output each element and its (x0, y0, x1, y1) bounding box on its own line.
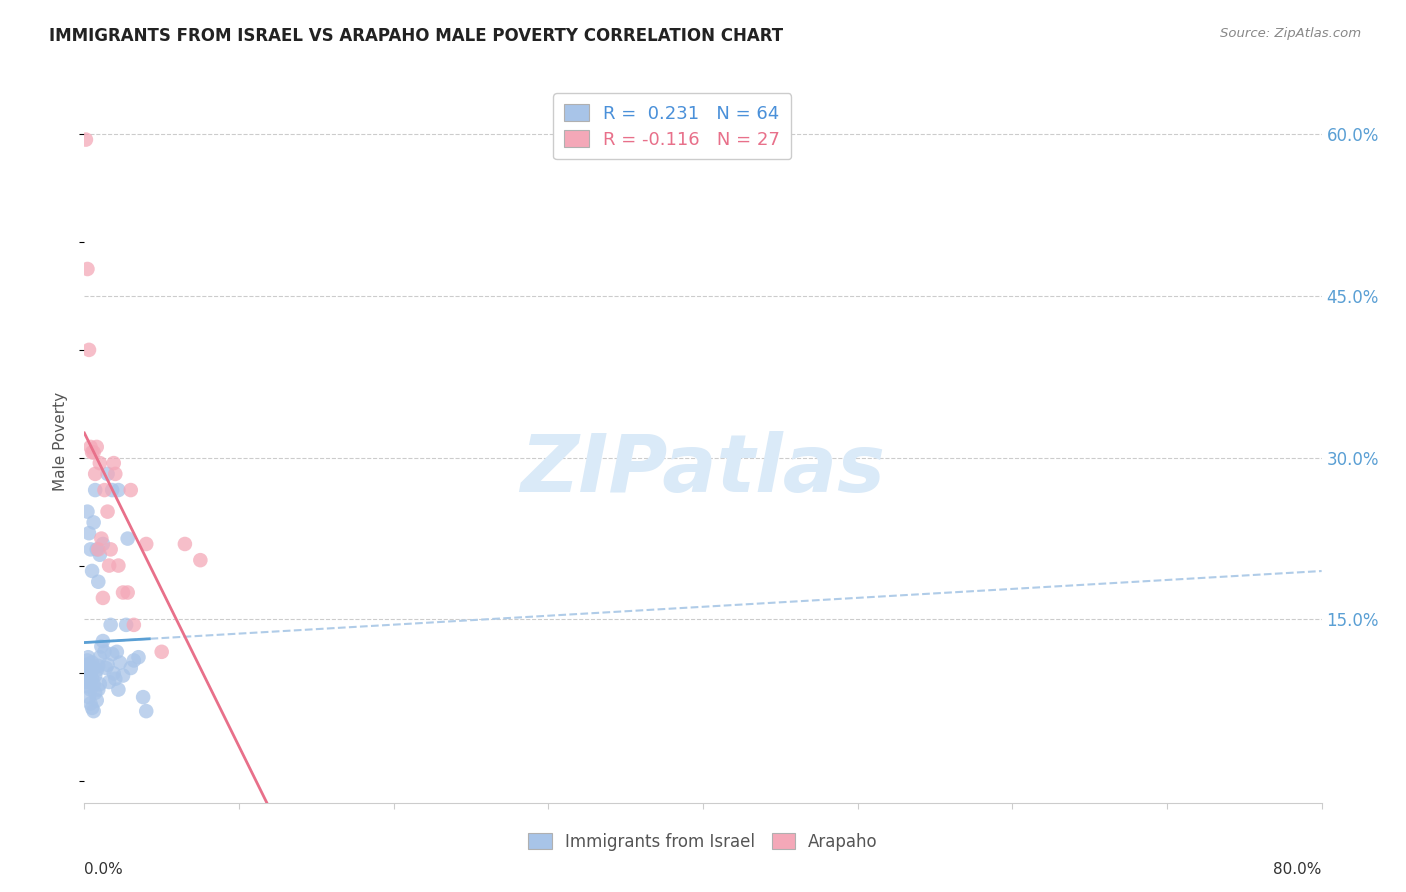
Point (75, 672, 97, 686)
Point (77, 679, 100, 693)
Point (107, 682, 129, 697)
Y-axis label: Male Poverty: Male Poverty (53, 392, 69, 491)
Point (76, 653, 98, 667)
Point (103, 666, 125, 681)
Point (108, 656, 131, 670)
Point (90, 532, 112, 546)
Point (84, 467, 107, 481)
Point (93, 645, 115, 659)
Text: Source: ZipAtlas.com: Source: ZipAtlas.com (1220, 27, 1361, 40)
Point (83, 704, 105, 718)
Point (117, 585, 139, 599)
Point (76, 505, 98, 519)
Point (103, 456, 125, 470)
Point (79, 697, 101, 711)
Point (101, 483, 124, 497)
Point (104, 672, 127, 686)
Point (96, 467, 118, 481)
Text: IMMIGRANTS FROM ISRAEL VS ARAPAHO MALE POVERTY CORRELATION CHART: IMMIGRANTS FROM ISRAEL VS ARAPAHO MALE P… (49, 27, 783, 45)
Point (104, 467, 127, 481)
Point (188, 553, 211, 567)
Point (150, 645, 173, 659)
Point (89, 650, 111, 665)
Point (83, 445, 105, 459)
Point (83, 516, 105, 530)
Point (83, 677, 105, 691)
Point (101, 647, 124, 661)
Point (105, 645, 128, 659)
Point (79, 682, 101, 697)
Point (117, 532, 139, 546)
Point (76, 262, 98, 277)
Point (75, 661, 97, 675)
Point (96, 657, 118, 672)
Point (79, 666, 101, 681)
Point (86, 693, 108, 707)
Point (77, 663, 100, 677)
Point (98, 558, 121, 573)
Point (174, 537, 197, 551)
Point (135, 537, 157, 551)
Point (107, 558, 129, 573)
Point (93, 483, 115, 497)
Point (89, 548, 111, 562)
Point (77, 343, 100, 357)
Point (84, 668, 107, 682)
Point (79, 440, 101, 454)
Legend: Immigrants from Israel, Arapaho: Immigrants from Israel, Arapaho (520, 825, 886, 860)
Point (89, 677, 111, 691)
Point (91, 591, 114, 605)
Text: 80.0%: 80.0% (1274, 862, 1322, 877)
Point (89, 456, 111, 470)
Point (77, 650, 100, 665)
Point (100, 542, 122, 557)
Point (87, 682, 110, 697)
Point (112, 668, 135, 682)
Point (86, 663, 108, 677)
Point (76, 668, 98, 682)
Point (87, 574, 110, 589)
Point (90, 640, 112, 654)
Point (82, 701, 104, 715)
Point (132, 690, 155, 705)
Point (107, 483, 129, 497)
Point (98, 675, 121, 690)
Point (87, 542, 110, 557)
Point (112, 585, 135, 599)
Point (87, 658, 110, 673)
Point (82, 445, 104, 459)
Point (115, 618, 138, 632)
Point (100, 618, 122, 632)
Point (94, 661, 117, 675)
Point (79, 542, 101, 557)
Point (91, 537, 114, 551)
Point (86, 542, 108, 557)
Point (120, 661, 142, 675)
Point (79, 658, 101, 673)
Point (122, 618, 145, 632)
Point (82, 656, 104, 670)
Point (83, 661, 105, 675)
Point (86, 440, 108, 454)
Point (75, 666, 97, 681)
Point (84, 483, 107, 497)
Point (127, 650, 149, 665)
Text: ZIPatlas: ZIPatlas (520, 432, 886, 509)
Point (120, 483, 142, 497)
Point (82, 672, 104, 686)
Point (77, 690, 100, 705)
Point (91, 634, 114, 648)
Point (122, 653, 145, 667)
Point (77, 526, 100, 541)
Point (135, 704, 157, 718)
Point (84, 686, 107, 700)
Point (82, 564, 104, 578)
Text: 0.0%: 0.0% (84, 862, 124, 877)
Point (75, 132, 97, 146)
Point (77, 672, 100, 686)
Point (96, 505, 118, 519)
Point (76, 657, 98, 672)
Point (76, 675, 98, 690)
